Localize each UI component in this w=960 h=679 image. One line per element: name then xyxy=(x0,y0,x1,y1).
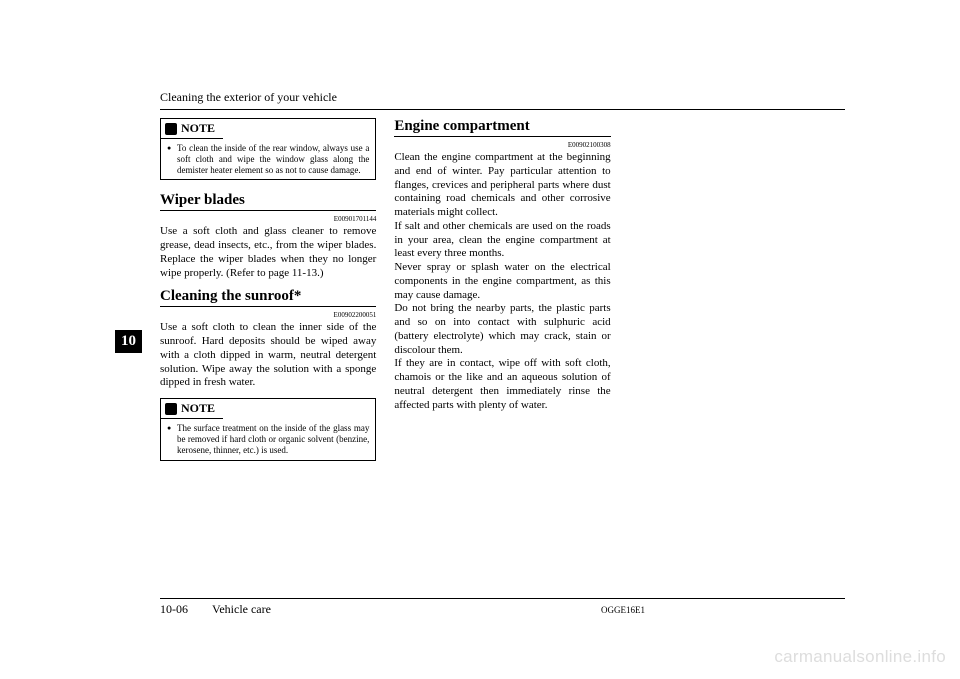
footer-section-name: Vehicle care xyxy=(212,602,271,617)
column-left: NOTE To clean the inside of the rear win… xyxy=(160,118,376,473)
body-sunroof: Use a soft cloth to clean the inner side… xyxy=(160,321,376,390)
column-middle: Engine compartment E00902100308 Clean th… xyxy=(394,118,610,473)
body-engine-1: Clean the engine compartment at the begi… xyxy=(394,151,610,220)
doc-code-2: E00902200051 xyxy=(160,311,376,319)
note-item: The surface treatment on the inside of t… xyxy=(167,423,369,455)
note-box-1: NOTE To clean the inside of the rear win… xyxy=(160,118,376,180)
page-footer: 10-06 Vehicle care OGGE16E1 xyxy=(160,598,845,617)
doc-code-3: E00902100308 xyxy=(394,141,610,149)
note-item: To clean the inside of the rear window, … xyxy=(167,143,369,175)
header-rule xyxy=(160,109,845,110)
body-wiper-blades: Use a soft cloth and glass cleaner to re… xyxy=(160,225,376,280)
note-label-text: NOTE xyxy=(181,121,215,136)
note-icon xyxy=(165,403,177,415)
note-label-1: NOTE xyxy=(161,119,223,139)
chapter-tab: 10 xyxy=(115,330,142,353)
note-label-2: NOTE xyxy=(161,399,223,419)
heading-wiper-blades: Wiper blades xyxy=(160,192,376,211)
doc-code-1: E00901701144 xyxy=(160,215,376,223)
note-body-2: The surface treatment on the inside of t… xyxy=(161,419,375,459)
body-engine-2: If salt and other chemicals are used on … xyxy=(394,220,610,261)
note-body-1: To clean the inside of the rear window, … xyxy=(161,139,375,179)
note-label-text: NOTE xyxy=(181,401,215,416)
content-columns: NOTE To clean the inside of the rear win… xyxy=(115,118,845,473)
heading-engine: Engine compartment xyxy=(394,118,610,137)
footer-doc-code: OGGE16E1 xyxy=(601,605,645,615)
body-engine-3: Never spray or splash water on the elect… xyxy=(394,261,610,302)
note-icon xyxy=(165,123,177,135)
page-header-title: Cleaning the exterior of your vehicle xyxy=(115,90,845,105)
watermark-text: carmanualsonline.info xyxy=(774,647,946,667)
note-box-2: NOTE The surface treatment on the inside… xyxy=(160,398,376,460)
footer-page-number: 10-06 xyxy=(160,602,188,617)
heading-sunroof: Cleaning the sunroof* xyxy=(160,288,376,307)
column-right xyxy=(629,118,845,473)
body-engine-5: If they are in contact, wipe off with so… xyxy=(394,357,610,412)
body-engine-4: Do not bring the nearby parts, the plast… xyxy=(394,302,610,357)
